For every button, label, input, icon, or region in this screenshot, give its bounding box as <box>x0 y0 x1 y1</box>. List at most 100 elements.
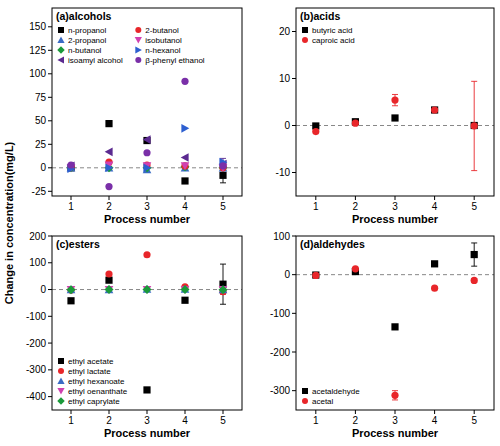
y-tick-label: -300 <box>270 385 290 396</box>
legend-marker <box>57 36 64 43</box>
legend-marker <box>302 398 308 404</box>
point <box>143 149 150 156</box>
error-cap <box>392 94 398 95</box>
point <box>105 183 112 190</box>
x-tick <box>223 196 224 200</box>
x-tick-label: 1 <box>68 415 74 426</box>
point <box>312 128 319 135</box>
x-tick-label: 3 <box>392 415 398 426</box>
legend-label: ethyl caprylate <box>68 397 120 406</box>
point <box>181 153 189 162</box>
legend: n-propanol2-propanoln-butanolisoamyl alc… <box>57 26 205 65</box>
point <box>219 163 228 172</box>
point <box>181 162 190 171</box>
legend-marker <box>58 27 64 33</box>
x-tick-label: 2 <box>106 415 112 426</box>
y-tick-label: 0 <box>40 284 46 295</box>
y-tick <box>48 262 52 263</box>
error-bar <box>392 391 398 400</box>
legend-marker <box>58 358 64 364</box>
point <box>391 323 398 330</box>
y-tick-label: -300 <box>26 364 46 375</box>
point <box>143 386 150 393</box>
x-tick <box>395 410 396 414</box>
y-tick-label: 100 <box>29 68 46 79</box>
y-tick <box>292 313 296 314</box>
panel-title: (d)aldehydes <box>300 238 365 250</box>
point <box>391 392 398 399</box>
x-tick <box>355 410 356 414</box>
point <box>67 286 76 294</box>
y-tick <box>48 50 52 51</box>
x-tick <box>109 410 110 414</box>
x-tick <box>315 410 316 414</box>
legend-marker <box>302 37 308 43</box>
plot-area <box>312 243 478 400</box>
legend-label: acetal <box>312 397 334 406</box>
point <box>143 163 151 172</box>
legend-label: 2-butanol <box>145 26 179 35</box>
point <box>105 148 113 157</box>
error-bar <box>471 243 477 266</box>
point <box>105 286 114 294</box>
y-tick-label: 200 <box>29 231 46 242</box>
legend-label: β-phenyl ethanol <box>145 56 205 65</box>
x-tick <box>223 410 224 414</box>
legend-label: n-propanol <box>68 26 106 35</box>
plot-area <box>67 251 228 393</box>
y-tick-label: 10 <box>279 73 291 84</box>
legend-marker <box>57 397 65 405</box>
x-tick <box>185 410 186 414</box>
point <box>67 161 74 168</box>
y-tick <box>48 236 52 237</box>
point <box>181 162 188 169</box>
y-tick <box>48 167 52 168</box>
legend-label: ethyl hexanoate <box>68 377 125 386</box>
y-tick-label: -100 <box>270 308 290 319</box>
point <box>181 285 190 294</box>
error-cap <box>471 170 477 171</box>
point <box>391 97 398 104</box>
x-axis-label: Process number <box>104 427 191 439</box>
point <box>181 78 188 85</box>
panel: -400-300-200-100010020012345(c)estersPro… <box>26 231 242 440</box>
point <box>105 163 113 172</box>
error-bar <box>471 81 477 170</box>
y-axis-label: Change in concentration(mg/L) <box>3 141 15 304</box>
point <box>219 285 228 294</box>
y-tick <box>48 26 52 27</box>
x-tick-label: 2 <box>353 415 359 426</box>
x-tick-label: 5 <box>471 415 477 426</box>
point <box>312 271 319 278</box>
x-tick <box>109 196 110 200</box>
point <box>431 106 438 113</box>
error-cap <box>392 390 398 391</box>
point <box>181 162 190 170</box>
error-cap <box>471 242 477 243</box>
legend-marker <box>302 27 308 33</box>
point <box>181 286 190 294</box>
panel: -25025507510012515012345(a)alcoholsProce… <box>29 8 242 225</box>
point <box>105 270 112 277</box>
y-tick-label: -10 <box>276 167 291 178</box>
y-tick-label: 25 <box>35 139 47 150</box>
x-tick-label: 1 <box>313 201 319 212</box>
legend-marker <box>57 388 64 395</box>
legend-marker <box>135 46 142 53</box>
x-axis-label: Process number <box>104 213 191 225</box>
panel: -300-200-100010012345(d)aldehydesProcess… <box>270 231 494 440</box>
y-tick <box>48 343 52 344</box>
point <box>105 285 114 293</box>
legend-label: isoamyl alcohol <box>68 56 123 65</box>
reference-line <box>296 274 494 275</box>
point <box>352 265 359 272</box>
panel: -100102012345(b)acidsProcess numberbutyr… <box>276 8 494 225</box>
legend-marker <box>302 388 308 394</box>
y-tick <box>48 369 52 370</box>
y-tick-label: -25 <box>32 186 47 197</box>
legend-label: acetaldehyde <box>312 387 360 396</box>
panel-title: (b)acids <box>300 10 340 22</box>
point <box>312 272 319 279</box>
point <box>143 135 151 144</box>
x-tick-label: 5 <box>471 201 477 212</box>
